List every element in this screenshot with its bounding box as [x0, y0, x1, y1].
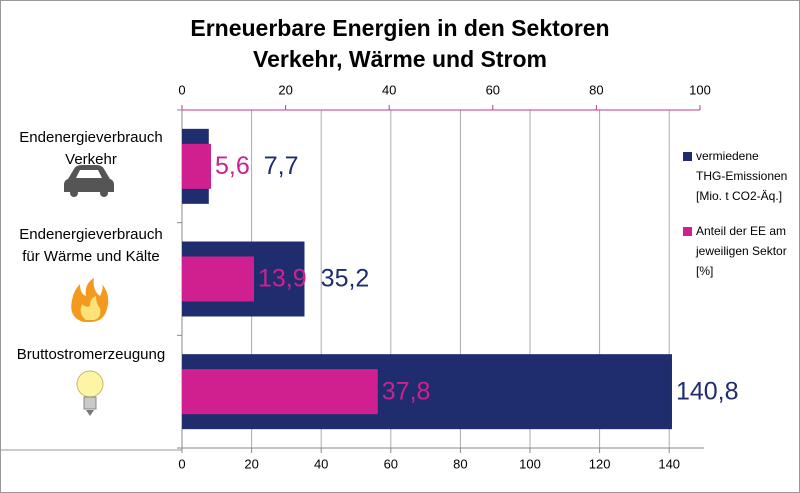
- x2-tick-label: 0: [178, 82, 185, 97]
- x-tick-label: 100: [519, 456, 541, 471]
- bar: [182, 143, 212, 189]
- y-tick-label: Bruttostromerzeugung: [17, 346, 165, 363]
- car-icon: [64, 165, 114, 197]
- x2-tick-label: 60: [486, 82, 500, 97]
- x2-tick-label: 20: [278, 82, 292, 97]
- y-tick-label: Verkehr: [65, 151, 117, 168]
- x-tick-label: 60: [384, 456, 398, 471]
- value-label: 140,8: [676, 377, 739, 405]
- legend-swatch: [683, 227, 692, 236]
- value-label: 7,7: [264, 152, 299, 180]
- legend-swatch: [683, 152, 692, 161]
- legend-label: jeweiligen Sektor: [695, 244, 787, 258]
- bar: [182, 256, 255, 302]
- x2-tick-label: 40: [382, 82, 396, 97]
- legend-label: vermiedene: [696, 149, 759, 163]
- y-tick-label: für Wärme und Kälte: [22, 248, 160, 265]
- legend-label: [%]: [696, 264, 713, 278]
- x2-tick-label: 80: [589, 82, 603, 97]
- x-tick-label: 80: [453, 456, 467, 471]
- fire-icon: [71, 278, 109, 322]
- y-tick-label: Endenergieverbrauch: [19, 129, 162, 146]
- chart-title: Erneuerbare Energien in den Sektoren: [190, 15, 609, 41]
- legend-label: THG-Emissionen: [696, 169, 787, 183]
- x-tick-label: 140: [658, 456, 680, 471]
- value-label: 37,8: [382, 377, 431, 405]
- bar: [182, 369, 378, 415]
- value-label: 5,6: [215, 152, 250, 180]
- y-tick-label: Endenergieverbrauch: [19, 226, 162, 243]
- legend-label: [Mio. t CO2-Äq.]: [696, 189, 782, 203]
- x-tick-label: 40: [314, 456, 328, 471]
- x-tick-label: 0: [178, 456, 185, 471]
- value-label: 35,2: [321, 265, 370, 293]
- x-tick-label: 20: [244, 456, 258, 471]
- value-label: 13,9: [258, 265, 307, 293]
- x-tick-label: 120: [589, 456, 611, 471]
- bulb-icon: [76, 370, 104, 416]
- x2-tick-label: 100: [689, 82, 711, 97]
- chart-title: Verkehr, Wärme und Strom: [253, 46, 547, 72]
- legend-label: Anteil der EE am: [696, 224, 786, 238]
